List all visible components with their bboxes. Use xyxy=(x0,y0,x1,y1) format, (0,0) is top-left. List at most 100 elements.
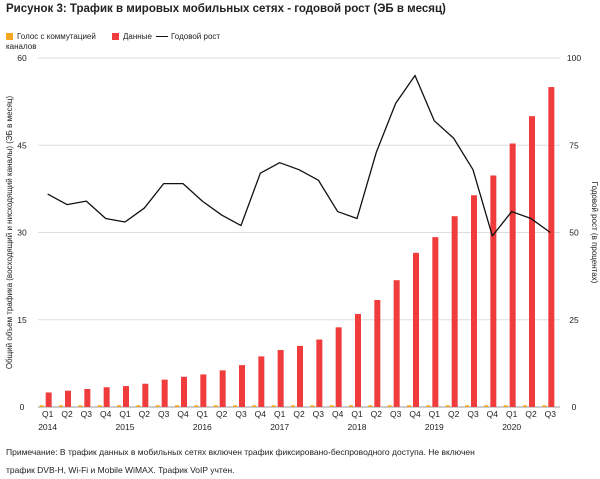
y-right-tick-label: 100 xyxy=(567,53,581,63)
bar-data xyxy=(432,237,439,407)
bar-data xyxy=(200,374,207,407)
x-tick-label: Q2 xyxy=(448,409,460,419)
footnote-line-1: Примечание: В трафик данных в мобильных … xyxy=(6,447,475,457)
bar-data xyxy=(297,345,303,407)
bar-voice xyxy=(349,405,353,407)
y-right-axis-title: Годовой рост (в процентах) xyxy=(590,182,599,284)
bar-voice xyxy=(523,405,527,407)
x-tick-label: Q3 xyxy=(467,409,479,419)
bar-data xyxy=(451,216,458,407)
bar-voice xyxy=(271,405,276,407)
legend-item-data: Данные xyxy=(112,32,152,42)
bar-data xyxy=(181,376,187,407)
x-year-label: 2017 xyxy=(270,422,289,432)
bar-data xyxy=(84,388,91,407)
x-tick-label: Q1 xyxy=(197,409,209,419)
x-year-label: 2019 xyxy=(425,422,444,432)
x-tick-label: Q4 xyxy=(100,409,112,419)
bar-data xyxy=(103,387,110,407)
x-tick-label: Q2 xyxy=(139,409,151,419)
y-left-tick-label: 60 xyxy=(17,53,27,63)
bar-voice xyxy=(426,405,431,407)
bar-voice xyxy=(136,405,141,407)
chart-plot: 0 15 30 45 60 0 25 50 75 100 Общий объем трафика (… xyxy=(5,53,599,432)
bar-data xyxy=(316,339,323,407)
x-tick-label: Q4 xyxy=(409,409,421,419)
bar-voice xyxy=(155,405,160,407)
x-tick-label: Q1 xyxy=(274,409,286,419)
bar-voice xyxy=(503,405,508,407)
bar-voice xyxy=(291,405,295,407)
x-tick-label: Q3 xyxy=(81,409,93,419)
bar-voice xyxy=(445,405,450,407)
x-year-label: 2014 xyxy=(38,422,57,432)
bar-voice xyxy=(465,405,469,407)
x-tick-label: Q2 xyxy=(371,409,383,419)
legend-item-growth: Годовой рост xyxy=(156,32,220,42)
bar-voice xyxy=(39,405,44,407)
x-tick-label: Q2 xyxy=(61,409,73,419)
bar-voice xyxy=(97,405,102,407)
x-tick-label: Q4 xyxy=(255,409,267,419)
bar-voice xyxy=(310,405,315,407)
bar-voice xyxy=(78,405,83,407)
x-tick-label: Q4 xyxy=(332,409,344,419)
bar-data xyxy=(413,252,419,407)
x-tick-label: Q3 xyxy=(545,409,557,419)
footnote-line-2: трафик DVB-H, Wi-Fi и Mobile WiMAX. Траф… xyxy=(6,465,235,475)
bar-data xyxy=(258,356,265,407)
bar-voice xyxy=(117,405,121,407)
legend-swatch-voice xyxy=(6,33,13,40)
bar-voice xyxy=(213,405,218,407)
x-tick-label: Q3 xyxy=(313,409,325,419)
x-year-label: 2020 xyxy=(502,422,521,432)
bar-voice xyxy=(194,405,199,407)
bar-data xyxy=(123,386,129,407)
bar-voice xyxy=(233,405,237,407)
bar-data xyxy=(239,365,245,407)
footnote: Примечание: В трафик данных в мобильных … xyxy=(6,443,596,479)
bar-data xyxy=(471,195,477,407)
y-left-tick-label: 0 xyxy=(20,402,25,412)
legend-swatch-data xyxy=(112,33,119,40)
bar-data xyxy=(45,392,52,407)
x-tick-label: Q4 xyxy=(177,409,189,419)
growth-line xyxy=(47,74,551,237)
bar-voice xyxy=(368,405,373,407)
bar-voice xyxy=(252,405,257,407)
chart-title: Рисунок 3: Трафик в мировых мобильных се… xyxy=(6,3,446,15)
y-left-axis-title: Общий объем трафика (восходящий и нисход… xyxy=(5,96,14,370)
bar-voice xyxy=(175,405,179,407)
y-left-tick-label: 30 xyxy=(17,228,27,238)
x-year-label: 2016 xyxy=(193,422,212,432)
legend-line-growth xyxy=(156,36,168,37)
bar-data xyxy=(393,280,400,407)
x-tick-label: Q1 xyxy=(429,409,441,419)
bar-data xyxy=(355,313,361,407)
x-year-label: 2018 xyxy=(348,422,367,432)
y-right-tick-label: 75 xyxy=(569,140,579,150)
bar-data xyxy=(490,175,497,407)
bar-data xyxy=(65,390,71,407)
x-tick-label: Q2 xyxy=(216,409,228,419)
legend-item-voice: Голос с коммутацией каналов xyxy=(6,32,116,52)
bar-data xyxy=(161,379,168,407)
y-left-tick-label: 15 xyxy=(17,315,27,325)
bar-data xyxy=(548,87,555,407)
legend-label-voice: Голос с коммутацией каналов xyxy=(6,32,96,51)
legend-label-data: Данные xyxy=(123,32,152,41)
x-tick-label: Q1 xyxy=(42,409,54,419)
x-tick-label: Q1 xyxy=(119,409,131,419)
x-year-label: 2015 xyxy=(116,422,135,432)
y-right-tick-label: 0 xyxy=(572,402,577,412)
bar-voice xyxy=(329,405,334,407)
x-tick-label: Q2 xyxy=(293,409,305,419)
bar-data xyxy=(142,383,149,407)
bar-data xyxy=(219,370,226,407)
bar-voice xyxy=(407,405,411,407)
x-tick-label: Q1 xyxy=(506,409,518,419)
bar-data xyxy=(529,116,535,408)
y-left-tick-label: 45 xyxy=(17,140,27,150)
x-tick-label: Q3 xyxy=(158,409,170,419)
y-right-tick-label: 25 xyxy=(569,315,579,325)
